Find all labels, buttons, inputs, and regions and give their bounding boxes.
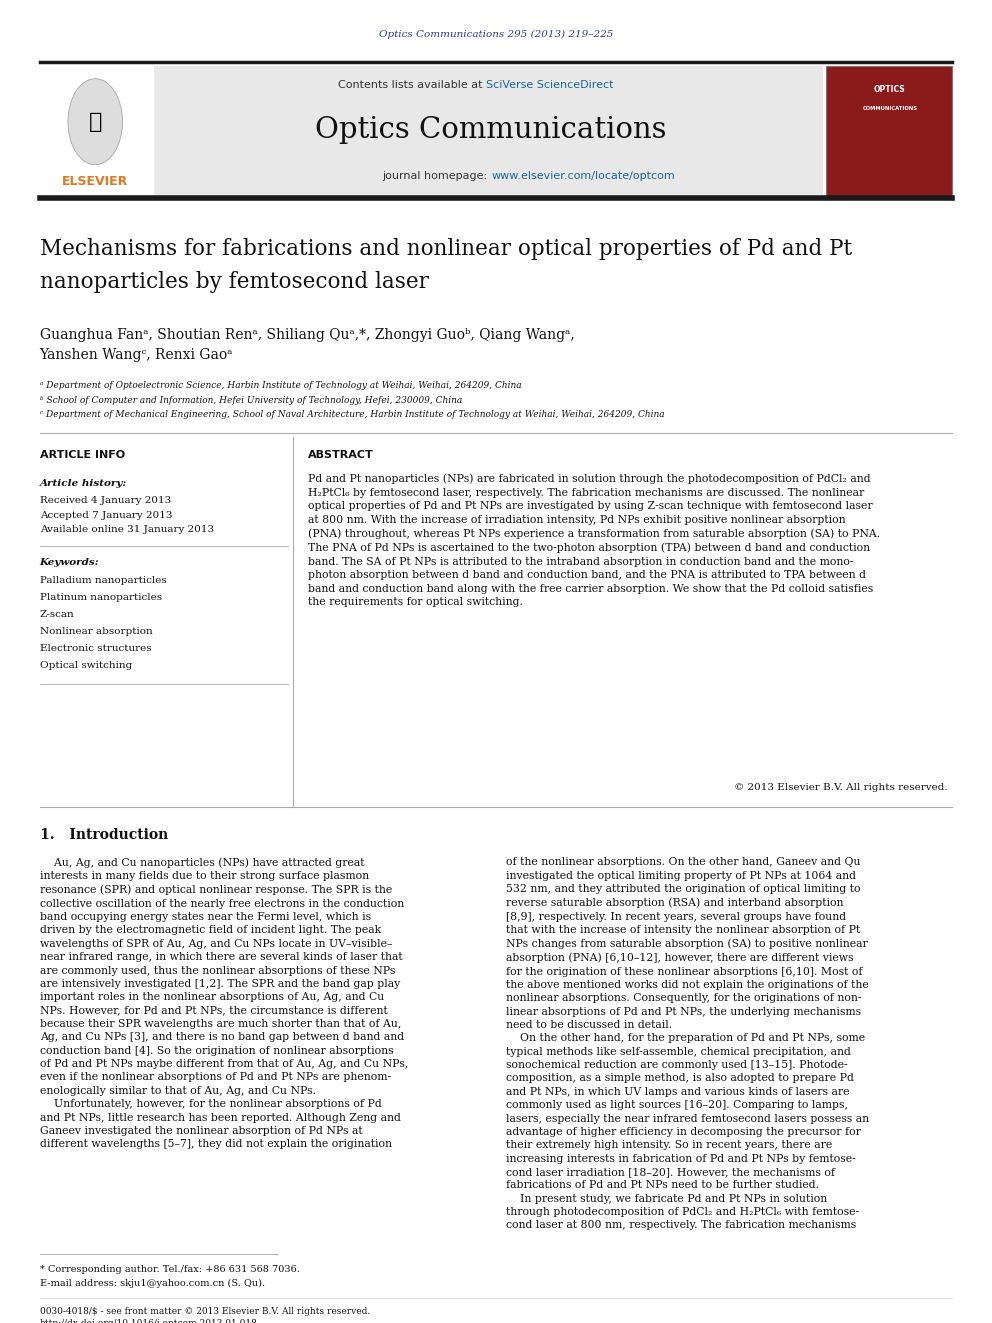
Text: Received 4 January 2013: Received 4 January 2013 xyxy=(40,496,171,505)
Text: www.elsevier.com/locate/optcom: www.elsevier.com/locate/optcom xyxy=(491,171,675,181)
Text: Accepted 7 January 2013: Accepted 7 January 2013 xyxy=(40,511,173,520)
Text: Mechanisms for fabrications and nonlinear optical properties of Pd and Pt: Mechanisms for fabrications and nonlinea… xyxy=(40,238,852,261)
Text: E-mail address: skju1@yahoo.com.cn (S. Qu).: E-mail address: skju1@yahoo.com.cn (S. Q… xyxy=(40,1279,265,1289)
Text: of the nonlinear absorptions. On the other hand, Ganeev and Qu
investigated the : of the nonlinear absorptions. On the oth… xyxy=(506,857,869,1230)
Text: Optics Communications: Optics Communications xyxy=(315,115,667,144)
Text: ᶜ Department of Mechanical Engineering, School of Naval Architecture, Harbin Ins: ᶜ Department of Mechanical Engineering, … xyxy=(40,410,665,419)
Text: Guanghua Fanᵃ, Shoutian Renᵃ, Shiliang Quᵃ,*, Zhongyi Guoᵇ, Qiang Wangᵃ,: Guanghua Fanᵃ, Shoutian Renᵃ, Shiliang Q… xyxy=(40,328,574,343)
Text: Keywords:: Keywords: xyxy=(40,558,99,568)
Text: Contents lists available at: Contents lists available at xyxy=(338,79,486,90)
Text: © 2013 Elsevier B.V. All rights reserved.: © 2013 Elsevier B.V. All rights reserved… xyxy=(734,783,947,792)
Text: COMMUNICATIONS: COMMUNICATIONS xyxy=(862,106,918,111)
Text: OPTICS: OPTICS xyxy=(874,86,906,94)
Text: Pd and Pt nanoparticles (NPs) are fabricated in solution through the photodecomp: Pd and Pt nanoparticles (NPs) are fabric… xyxy=(308,474,880,607)
Bar xyxy=(40,66,151,196)
Text: ABSTRACT: ABSTRACT xyxy=(308,450,373,460)
Text: journal homepage:: journal homepage: xyxy=(382,171,491,181)
Bar xyxy=(826,66,952,196)
Text: ARTICLE INFO: ARTICLE INFO xyxy=(40,450,125,460)
Text: Available online 31 January 2013: Available online 31 January 2013 xyxy=(40,525,214,534)
Text: 🌲: 🌲 xyxy=(88,111,102,132)
Text: * Corresponding author. Tel./fax: +86 631 568 7036.: * Corresponding author. Tel./fax: +86 63… xyxy=(40,1265,300,1274)
Text: Optical switching: Optical switching xyxy=(40,662,132,671)
Text: 1.   Introduction: 1. Introduction xyxy=(40,828,168,843)
Text: Article history:: Article history: xyxy=(40,479,127,488)
Text: ELSEVIER: ELSEVIER xyxy=(62,175,128,188)
Text: Optics Communications 295 (2013) 219–225: Optics Communications 295 (2013) 219–225 xyxy=(379,30,613,38)
Text: ᵃ Department of Optoelectronic Science, Harbin Institute of Technology at Weihai: ᵃ Department of Optoelectronic Science, … xyxy=(40,381,522,390)
Text: Yanshen Wangᶜ, Renxi Gaoᵃ: Yanshen Wangᶜ, Renxi Gaoᵃ xyxy=(40,348,233,363)
Text: Nonlinear absorption: Nonlinear absorption xyxy=(40,627,153,636)
Text: ᵇ School of Computer and Information, Hefei University of Technology, Hefei, 230: ᵇ School of Computer and Information, He… xyxy=(40,396,462,405)
Text: nanoparticles by femtosecond laser: nanoparticles by femtosecond laser xyxy=(40,271,429,294)
Bar xyxy=(154,66,823,196)
Text: SciVerse ScienceDirect: SciVerse ScienceDirect xyxy=(486,79,614,90)
Text: Electronic structures: Electronic structures xyxy=(40,644,152,654)
Text: 0030-4018/$ - see front matter © 2013 Elsevier B.V. All rights reserved.: 0030-4018/$ - see front matter © 2013 El… xyxy=(40,1307,370,1316)
Text: Au, Ag, and Cu nanoparticles (NPs) have attracted great
interests in many fields: Au, Ag, and Cu nanoparticles (NPs) have … xyxy=(40,857,408,1150)
Text: Palladium nanoparticles: Palladium nanoparticles xyxy=(40,576,167,585)
Text: http://dx.doi.org/10.1016/j.optcom.2013.01.018: http://dx.doi.org/10.1016/j.optcom.2013.… xyxy=(40,1319,258,1323)
Text: Platinum nanoparticles: Platinum nanoparticles xyxy=(40,593,162,602)
Ellipse shape xyxy=(67,78,123,164)
Text: Z-scan: Z-scan xyxy=(40,610,74,619)
